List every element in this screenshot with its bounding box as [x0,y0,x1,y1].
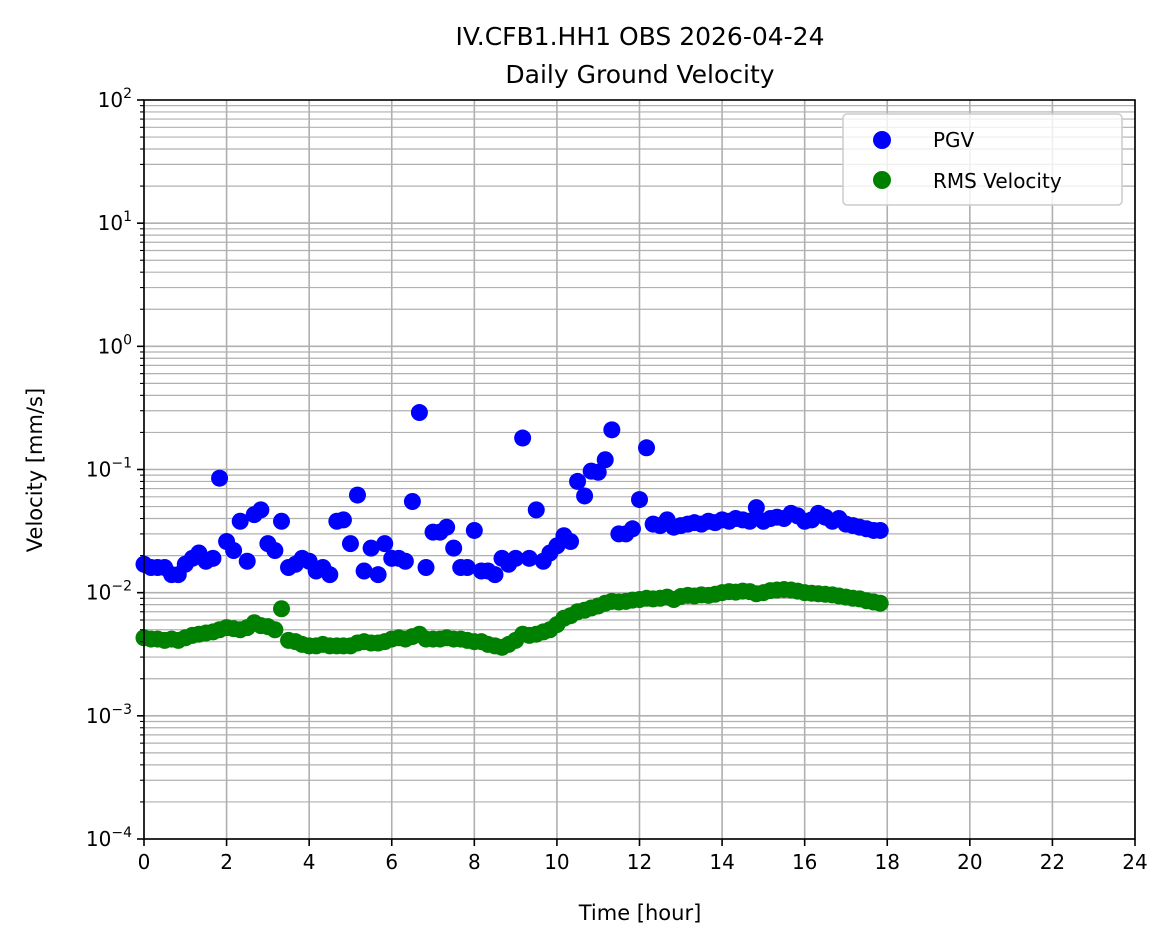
data-points [135,404,889,656]
axis-ticks: 0 2 4 6 8 10 12 14 16 18 20 22 2410−410−310−210−1100… [86,86,1148,874]
x-tick-label: 0 [138,850,151,874]
rms-velocity-point [266,621,284,639]
pgv-point [871,521,889,539]
chart-title-line2: Daily Ground Velocity [505,60,774,89]
pgv-point [369,566,387,584]
x-tick-label: 22 [1040,850,1065,874]
legend-pgv-label: PGV [933,128,975,152]
x-tick-label: 8 [468,850,481,874]
y-tick-label: 10−3 [86,702,132,728]
pgv-point [321,566,339,584]
pgv-point [596,451,614,469]
pgv-point [211,469,229,487]
pgv-point [438,518,456,536]
pgv-point [273,512,291,530]
pgv-point [396,552,414,570]
pgv-point [486,566,504,584]
pgv-point [266,541,284,559]
pgv-point [569,472,587,490]
chart-title-line1: IV.CFB1.HH1 OBS 2026-04-24 [456,22,825,51]
x-tick-label: 20 [957,850,982,874]
y-tick-label: 10−2 [86,579,132,605]
x-tick-label: 14 [709,850,734,874]
x-tick-label: 24 [1122,850,1147,874]
pgv-point [741,512,759,530]
pgv-point [603,421,621,439]
pgv-point [417,559,435,577]
x-tick-label: 4 [303,850,316,874]
y-tick-label: 100 [98,332,132,358]
legend-pgv-marker [873,131,891,149]
pgv-point [514,429,532,447]
pgv-point [631,491,648,509]
pgv-point [589,463,607,481]
pgv-point [527,501,545,519]
x-tick-label: 12 [627,850,652,874]
pgv-point [465,521,483,539]
pgv-point [231,512,249,530]
pgv-point [238,552,256,570]
y-tick-label: 10−1 [86,456,132,482]
pgv-point [562,533,580,551]
legend-box [842,113,1123,206]
grid [143,100,1136,840]
y-tick-label: 102 [98,86,132,112]
pgv-point [410,404,428,422]
rms-velocity-point [273,600,291,618]
y-axis-label: Velocity [mm/s] [23,388,47,552]
pgv-point [445,539,463,557]
pgv-point [507,549,525,567]
pgv-point [341,535,359,553]
pgv-point [520,549,538,567]
pgv-point [638,439,656,457]
pgv-point [225,541,243,559]
y-tick-label: 10−4 [86,825,132,851]
pgv-point [362,539,380,557]
x-tick-label: 16 [792,850,817,874]
pgv-point [623,520,641,538]
pgv-point [355,562,373,580]
x-tick-label: 10 [544,850,569,874]
legend-rms-marker [873,171,891,189]
legend-rms-label: RMS Velocity [933,169,1062,193]
y-tick-label: 101 [98,209,132,235]
x-tick-label: 18 [875,850,900,874]
x-tick-label: 6 [385,850,398,874]
pgv-point [458,559,476,577]
pgv-point [204,549,222,567]
rms-velocity-point [871,594,889,612]
x-axis-label: Time [hour] [578,901,702,925]
pgv-series [135,404,889,584]
pgv-point [334,511,352,529]
pgv-point [747,499,765,517]
legend: PGV RMS Velocity [842,113,1123,206]
x-tick-label: 2 [220,850,233,874]
pgv-point [376,535,394,553]
rms-velocity-series [135,581,889,656]
pgv-point [252,501,270,519]
pgv-point [576,487,594,505]
pgv-point [403,492,421,510]
pgv-point [348,486,366,504]
